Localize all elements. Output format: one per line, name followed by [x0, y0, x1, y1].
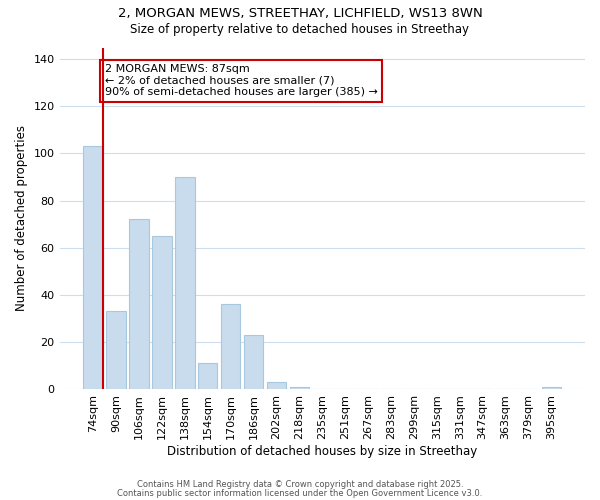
- Bar: [290, 386, 309, 389]
- Text: Contains HM Land Registry data © Crown copyright and database right 2025.: Contains HM Land Registry data © Crown c…: [137, 480, 463, 489]
- Y-axis label: Number of detached properties: Number of detached properties: [15, 125, 28, 311]
- Text: Contains public sector information licensed under the Open Government Licence v3: Contains public sector information licen…: [118, 488, 482, 498]
- Bar: [221, 304, 241, 389]
- Bar: [244, 335, 263, 389]
- Bar: [542, 386, 561, 389]
- Bar: [83, 146, 103, 389]
- X-axis label: Distribution of detached houses by size in Streethay: Distribution of detached houses by size …: [167, 444, 478, 458]
- Text: 2, MORGAN MEWS, STREETHAY, LICHFIELD, WS13 8WN: 2, MORGAN MEWS, STREETHAY, LICHFIELD, WS…: [118, 8, 482, 20]
- Text: Size of property relative to detached houses in Streethay: Size of property relative to detached ho…: [131, 22, 470, 36]
- Text: 2 MORGAN MEWS: 87sqm
← 2% of detached houses are smaller (7)
90% of semi-detache: 2 MORGAN MEWS: 87sqm ← 2% of detached ho…: [104, 64, 377, 97]
- Bar: [267, 382, 286, 389]
- Bar: [175, 177, 194, 389]
- Bar: [129, 220, 149, 389]
- Bar: [152, 236, 172, 389]
- Bar: [198, 363, 217, 389]
- Bar: [106, 311, 126, 389]
